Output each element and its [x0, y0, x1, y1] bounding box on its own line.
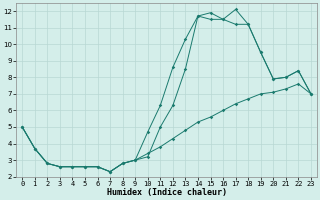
X-axis label: Humidex (Indice chaleur): Humidex (Indice chaleur)	[107, 188, 227, 197]
